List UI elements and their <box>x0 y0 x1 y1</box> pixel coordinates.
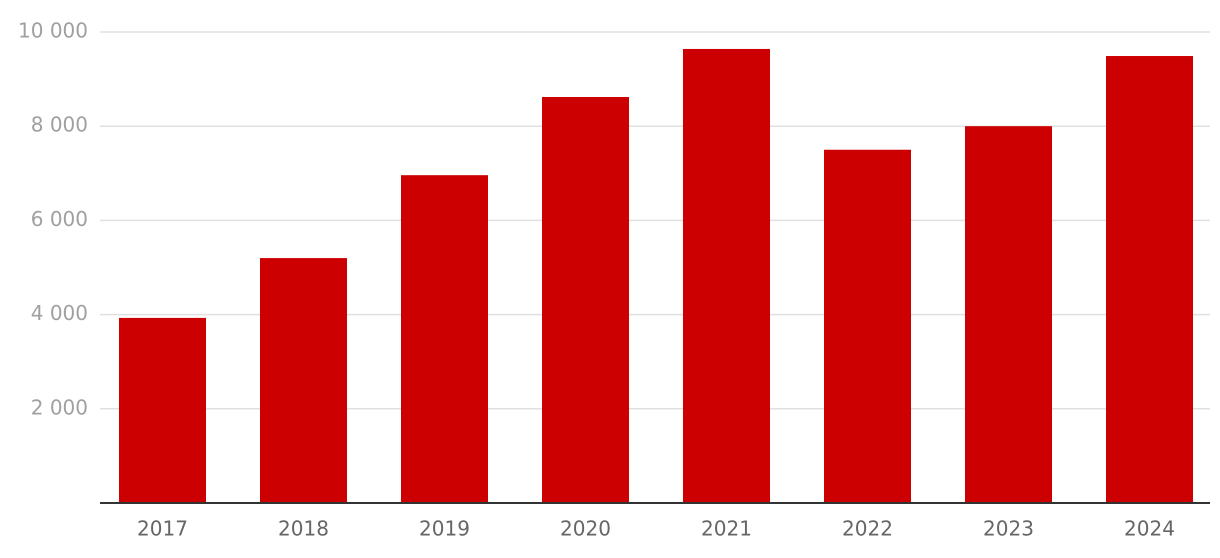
bar <box>824 149 911 503</box>
bar <box>965 126 1052 503</box>
bar <box>683 48 770 504</box>
bar <box>542 96 629 504</box>
x-tick-label: 2023 <box>983 517 1034 541</box>
x-tick-label: 2022 <box>842 517 893 541</box>
y-tick-label: 8 000 <box>31 113 88 137</box>
bar <box>260 258 347 503</box>
y-tick-label: 4 000 <box>31 301 88 325</box>
y-tick-label: 2 000 <box>31 395 88 419</box>
x-tick-label: 2018 <box>278 517 329 541</box>
x-tick-label: 2017 <box>137 517 188 541</box>
x-tick-label: 2019 <box>419 517 470 541</box>
y-tick-label: 6 000 <box>31 207 88 231</box>
x-tick-label: 2021 <box>701 517 752 541</box>
y-tick-label: 10 000 <box>18 19 88 43</box>
x-tick-label: 2024 <box>1124 517 1175 541</box>
x-tick-label: 2020 <box>560 517 611 541</box>
bar <box>1106 56 1193 504</box>
bar <box>401 175 488 503</box>
bar <box>119 317 206 503</box>
